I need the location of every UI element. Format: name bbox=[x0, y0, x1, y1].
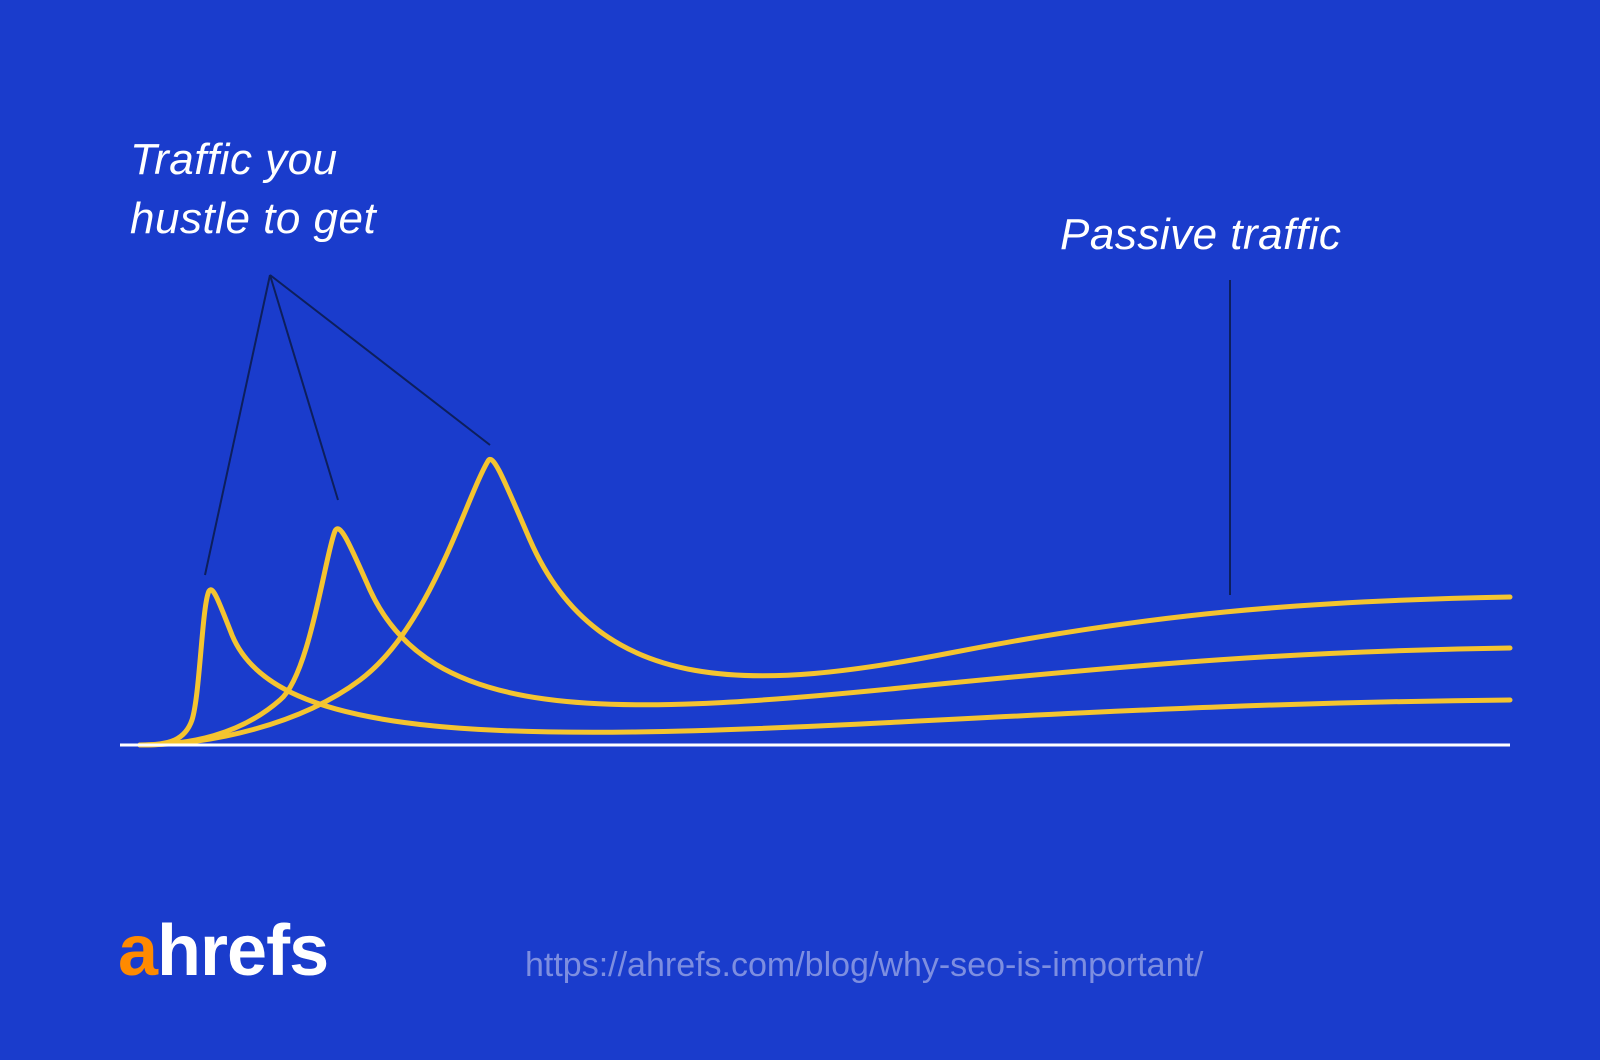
source-url: https://ahrefs.com/blog/why-seo-is-impor… bbox=[525, 946, 1203, 985]
logo-a: a bbox=[118, 911, 157, 991]
infographic-canvas: Traffic you hustle to get Passive traffi… bbox=[0, 0, 1600, 1060]
logo-rest: hrefs bbox=[157, 911, 328, 991]
passive-label: Passive traffic bbox=[1060, 210, 1341, 260]
ahrefs-logo: ahrefs bbox=[118, 910, 328, 992]
hustle-label: Traffic you hustle to get bbox=[130, 130, 376, 249]
